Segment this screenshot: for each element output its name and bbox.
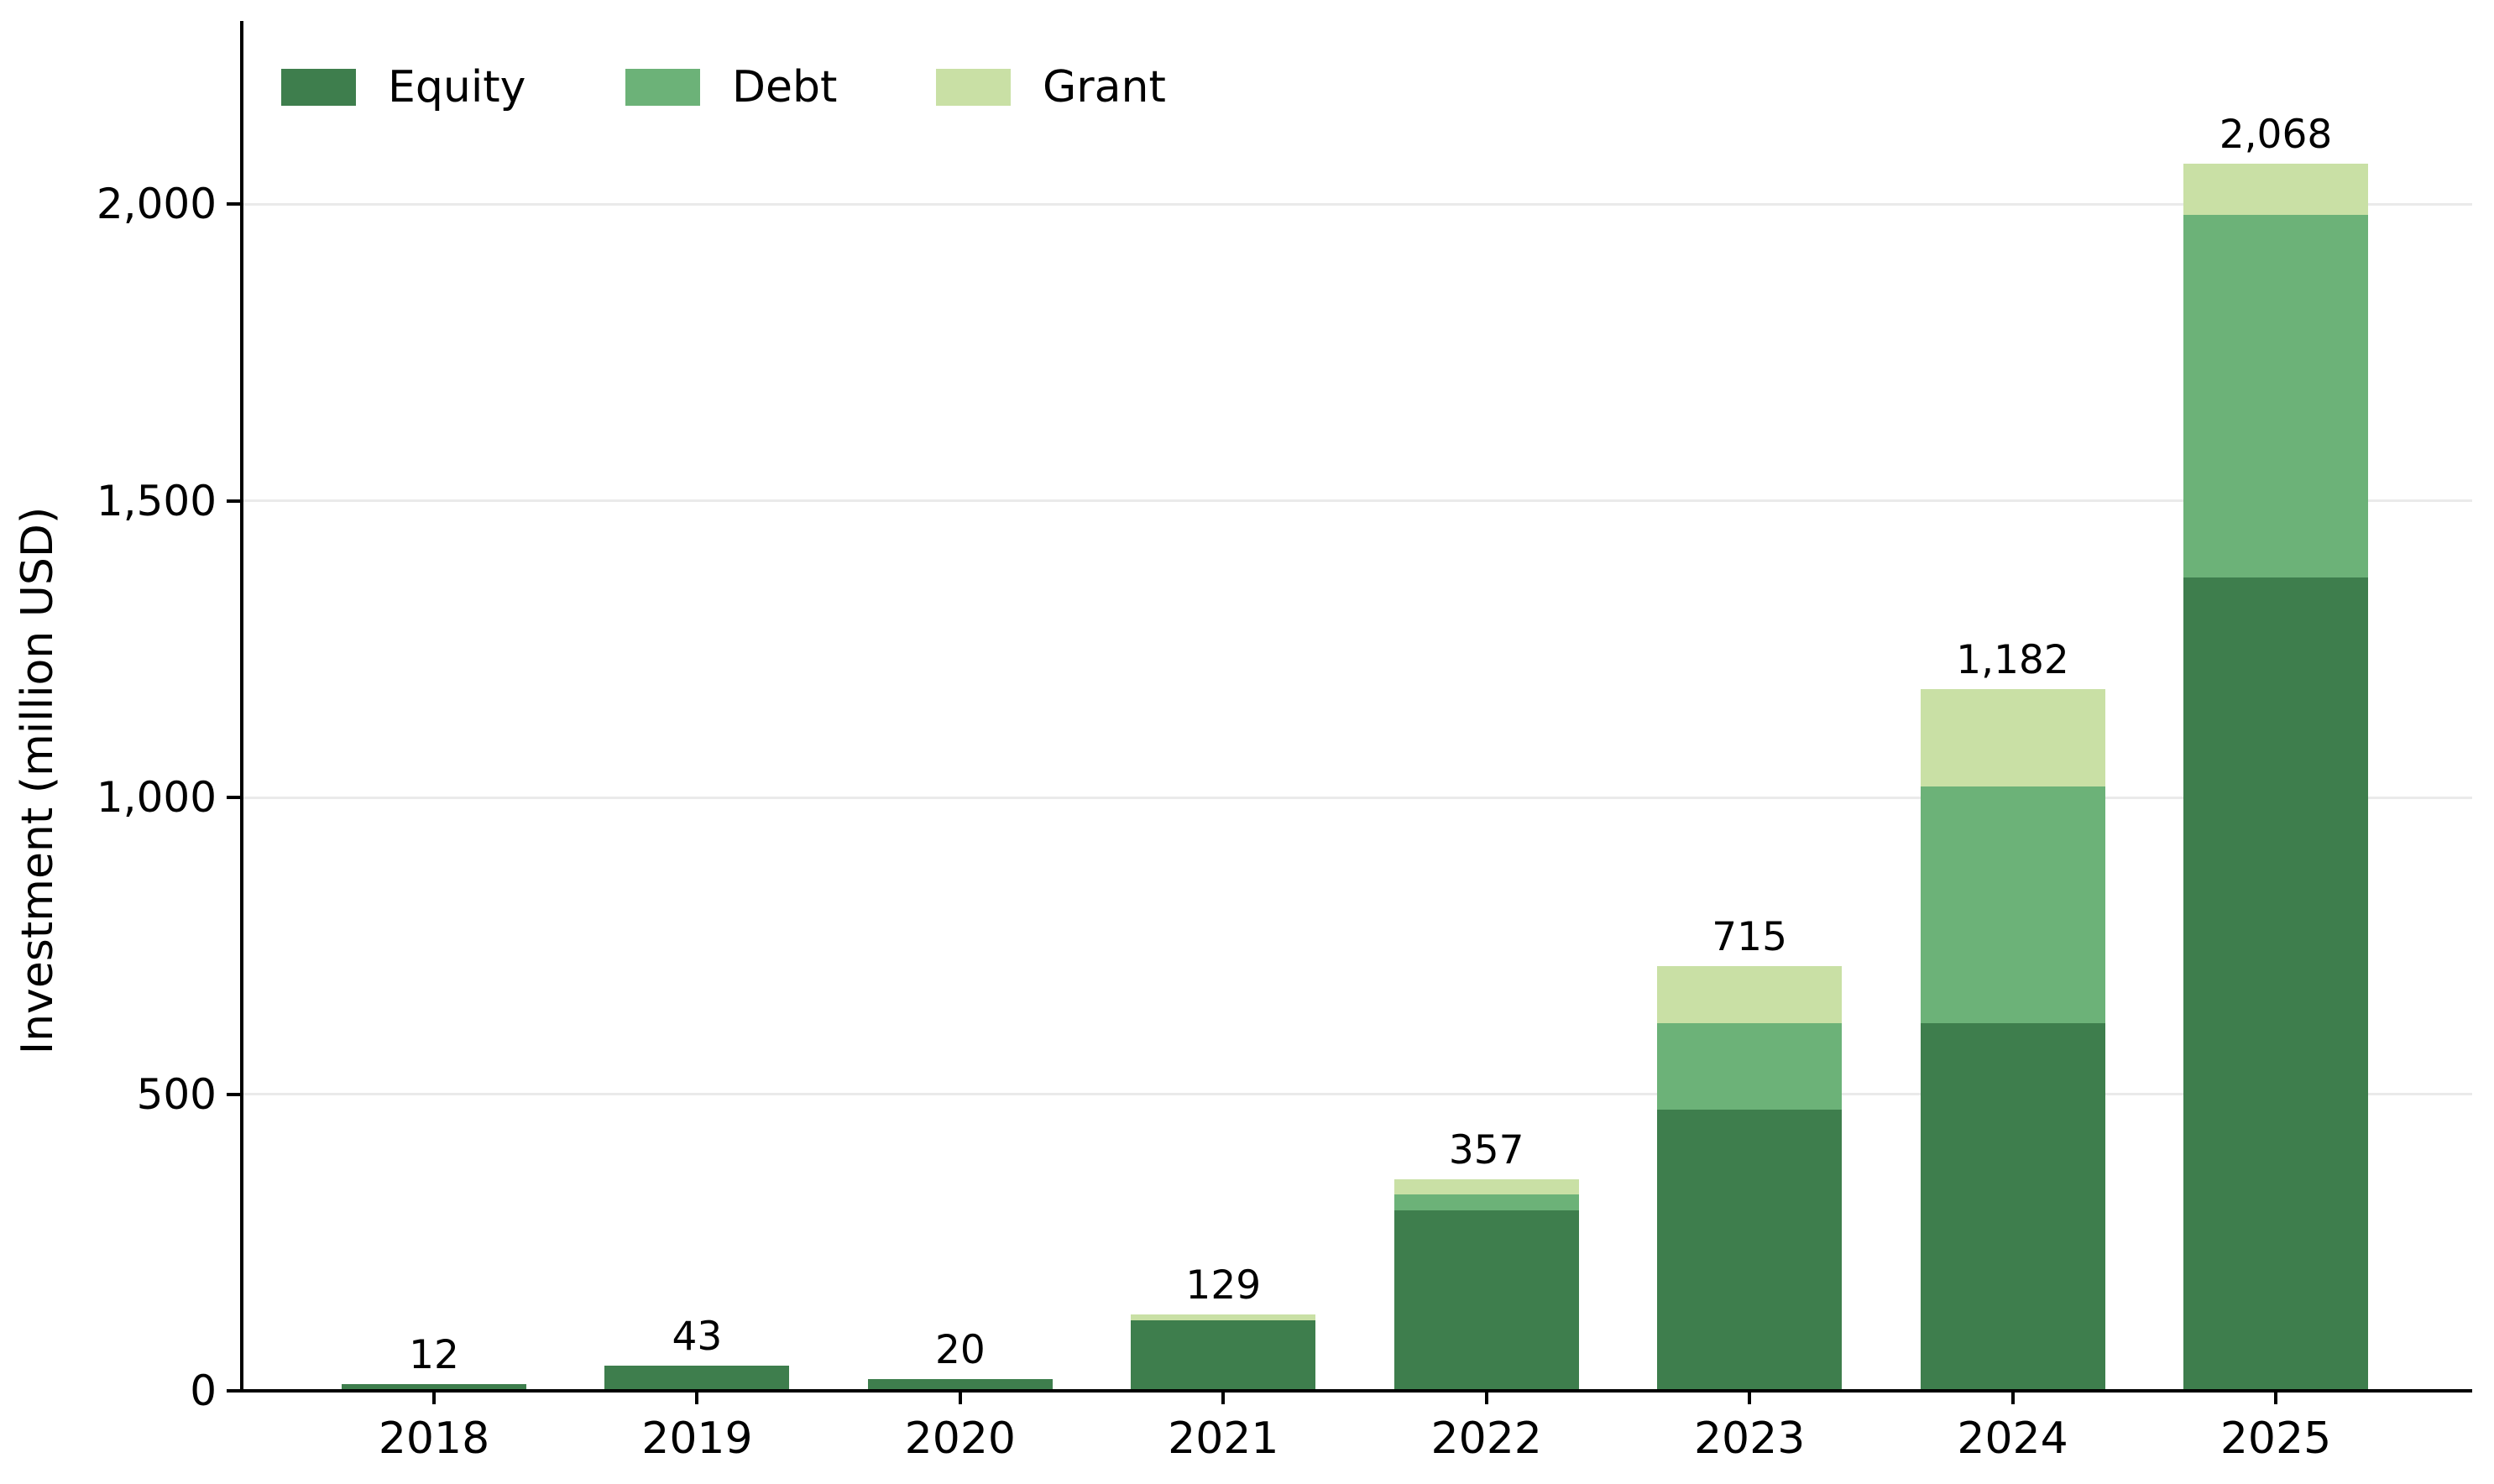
x-tick-label-2020: 2020 — [904, 1413, 1017, 1464]
bar-total-label-2022: 357 — [1448, 1126, 1524, 1173]
legend-label-equity: Equity — [388, 62, 526, 112]
bar-2022-debt — [1393, 1194, 1579, 1211]
bar-2020-equity — [867, 1378, 1053, 1391]
legend-swatch-debt — [625, 69, 700, 106]
x-tick-2025 — [2274, 1391, 2277, 1404]
legend-label-debt: Debt — [732, 62, 838, 112]
x-tick-label-2023: 2023 — [1693, 1413, 1806, 1464]
bar-total-label-2018: 12 — [409, 1331, 459, 1378]
y-tick-label-1000: 1,000 — [96, 773, 217, 822]
bar-2022-grant — [1393, 1178, 1579, 1194]
y-tick-2000 — [227, 202, 242, 206]
bar-total-label-2024: 1,182 — [1956, 637, 2069, 684]
bar-2023-debt — [1657, 1022, 1843, 1110]
legend-item-debt: Debt — [625, 62, 838, 112]
bar-total-label-2025: 2,068 — [2219, 111, 2333, 158]
legend-item-equity: Equity — [281, 62, 526, 112]
y-tick-label-1500: 1,500 — [96, 476, 217, 525]
x-tick-2022 — [1484, 1391, 1488, 1404]
bar-2021-equity — [1131, 1319, 1316, 1391]
x-tick-2019 — [695, 1391, 699, 1404]
gridline-1000 — [242, 796, 2472, 799]
bar-2025-debt — [2183, 214, 2368, 577]
bar-total-label-2020: 20 — [934, 1326, 986, 1373]
x-tick-2023 — [1748, 1391, 1752, 1404]
x-tick-2018 — [432, 1391, 436, 1404]
bar-2024-grant — [1920, 689, 2105, 787]
gridline-2000 — [242, 202, 2472, 206]
y-tick-0 — [227, 1389, 242, 1393]
bar-2024-debt — [1920, 786, 2105, 1023]
y-tick-label-500: 500 — [136, 1069, 217, 1119]
bar-2025-grant — [2183, 163, 2368, 215]
legend-swatch-grant — [936, 69, 1011, 106]
gridline-1500 — [242, 499, 2472, 502]
bar-2023-grant — [1657, 966, 1843, 1023]
y-tick-1000 — [227, 796, 242, 799]
x-tick-label-2025: 2025 — [2220, 1413, 2332, 1464]
x-tick-2024 — [2010, 1391, 2015, 1404]
y-tick-500 — [227, 1092, 242, 1096]
y-tick-1500 — [227, 499, 242, 503]
x-tick-2021 — [1221, 1391, 1226, 1404]
bar-2024-equity — [1920, 1022, 2105, 1391]
y-axis-line — [240, 21, 243, 1393]
bar-2018-equity — [342, 1383, 526, 1391]
bar-2025-equity — [2183, 577, 2368, 1391]
gridline-500 — [242, 1093, 2472, 1095]
x-tick-label-2022: 2022 — [1430, 1413, 1542, 1464]
legend-label-grant: Grant — [1043, 62, 1166, 112]
bar-2021-grant — [1131, 1314, 1316, 1320]
bar-2019-equity — [604, 1365, 790, 1391]
bar-2022-equity — [1393, 1210, 1579, 1391]
x-axis-line — [242, 1389, 2472, 1393]
legend-item-grant: Grant — [936, 62, 1166, 112]
y-tick-label-0: 0 — [190, 1366, 217, 1415]
legend-swatch-equity — [281, 69, 356, 106]
x-tick-label-2024: 2024 — [1957, 1413, 2068, 1464]
x-tick-2020 — [958, 1391, 962, 1404]
y-tick-label-2000: 2,000 — [96, 180, 217, 228]
legend: Equity Debt Grant — [0, 0, 2494, 126]
x-tick-label-2018: 2018 — [378, 1413, 490, 1464]
bar-total-label-2023: 715 — [1712, 914, 1787, 961]
x-tick-label-2019: 2019 — [641, 1413, 753, 1464]
bar-2023-equity — [1657, 1109, 1843, 1391]
bar-total-label-2019: 43 — [672, 1313, 723, 1360]
bar-total-label-2021: 129 — [1185, 1262, 1262, 1309]
x-tick-label-2021: 2021 — [1168, 1413, 1279, 1464]
